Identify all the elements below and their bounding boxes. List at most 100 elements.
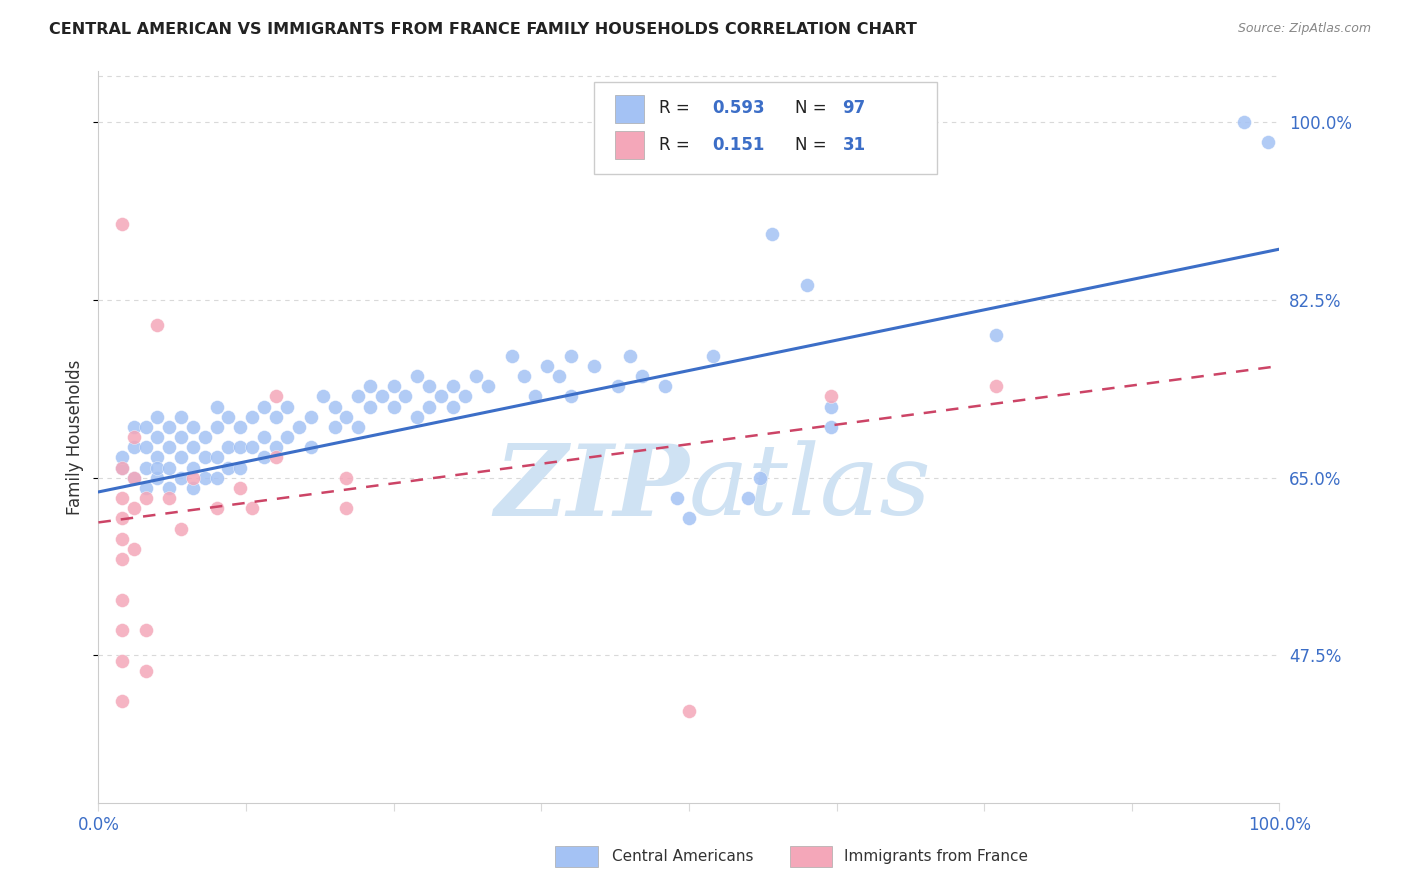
Point xyxy=(111,592,134,607)
Point xyxy=(157,440,180,454)
Point xyxy=(229,420,252,434)
Point xyxy=(135,491,157,505)
FancyBboxPatch shape xyxy=(614,131,644,159)
Point xyxy=(122,440,145,454)
Point xyxy=(157,481,180,495)
Text: 0.151: 0.151 xyxy=(713,136,765,153)
Point xyxy=(276,400,298,414)
Point xyxy=(205,400,228,414)
Point xyxy=(630,369,652,384)
Point xyxy=(820,420,842,434)
Point xyxy=(761,227,783,241)
Text: atlas: atlas xyxy=(689,441,932,536)
Point xyxy=(170,471,193,485)
FancyBboxPatch shape xyxy=(595,82,936,174)
Point xyxy=(135,420,157,434)
Point xyxy=(157,420,180,434)
Point xyxy=(737,491,759,505)
Point xyxy=(253,400,276,414)
Point xyxy=(181,460,204,475)
Text: Central Americans: Central Americans xyxy=(612,849,754,863)
Point xyxy=(194,471,217,485)
Point xyxy=(111,552,134,566)
Y-axis label: Family Households: Family Households xyxy=(66,359,84,515)
Text: Immigrants from France: Immigrants from France xyxy=(844,849,1028,863)
Text: 0.593: 0.593 xyxy=(713,99,765,117)
Point xyxy=(678,705,700,719)
Point xyxy=(217,409,239,424)
Point xyxy=(122,471,145,485)
Point xyxy=(122,420,145,434)
Point xyxy=(702,349,724,363)
Point xyxy=(347,389,370,403)
Point xyxy=(371,389,394,403)
Text: R =: R = xyxy=(659,99,696,117)
Point xyxy=(146,471,169,485)
FancyBboxPatch shape xyxy=(614,95,644,122)
Point xyxy=(122,541,145,556)
Point xyxy=(512,369,534,384)
Point xyxy=(111,460,134,475)
Point xyxy=(984,379,1007,393)
Point xyxy=(170,409,193,424)
Point xyxy=(253,450,276,465)
Point xyxy=(135,440,157,454)
Point xyxy=(122,501,145,516)
Point xyxy=(111,654,134,668)
Text: R =: R = xyxy=(659,136,700,153)
Point xyxy=(607,379,630,393)
Point xyxy=(157,460,180,475)
Point xyxy=(240,409,263,424)
Point xyxy=(111,694,134,708)
Point xyxy=(418,379,440,393)
Point xyxy=(477,379,499,393)
Point xyxy=(181,471,204,485)
Point xyxy=(583,359,606,373)
Point xyxy=(323,420,346,434)
Point xyxy=(1257,136,1279,150)
Point xyxy=(299,409,322,424)
Point xyxy=(205,450,228,465)
Text: 97: 97 xyxy=(842,99,866,117)
Text: N =: N = xyxy=(796,99,832,117)
Point xyxy=(111,460,134,475)
Point xyxy=(441,379,464,393)
Point xyxy=(170,430,193,444)
Point xyxy=(122,430,145,444)
Point xyxy=(135,481,157,495)
Point xyxy=(347,420,370,434)
Point xyxy=(323,400,346,414)
Point xyxy=(264,450,287,465)
Point xyxy=(984,328,1007,343)
Point xyxy=(560,349,582,363)
Point xyxy=(205,420,228,434)
Point xyxy=(229,481,252,495)
Point xyxy=(312,389,335,403)
Point xyxy=(418,400,440,414)
Point xyxy=(666,491,689,505)
Point xyxy=(146,460,169,475)
Point xyxy=(264,440,287,454)
Point xyxy=(382,379,405,393)
Point xyxy=(205,501,228,516)
Point xyxy=(288,420,311,434)
Point xyxy=(146,450,169,465)
Point xyxy=(820,389,842,403)
Point xyxy=(299,440,322,454)
Point xyxy=(146,430,169,444)
Point xyxy=(560,389,582,403)
Point xyxy=(394,389,416,403)
Point xyxy=(465,369,488,384)
Point xyxy=(619,349,641,363)
Point xyxy=(181,481,204,495)
Point xyxy=(536,359,558,373)
Point xyxy=(264,409,287,424)
Point xyxy=(264,389,287,403)
Point xyxy=(335,501,357,516)
Point xyxy=(382,400,405,414)
Point xyxy=(146,318,169,333)
Point xyxy=(678,511,700,525)
Point xyxy=(135,623,157,637)
Point xyxy=(170,450,193,465)
Point xyxy=(170,521,193,535)
